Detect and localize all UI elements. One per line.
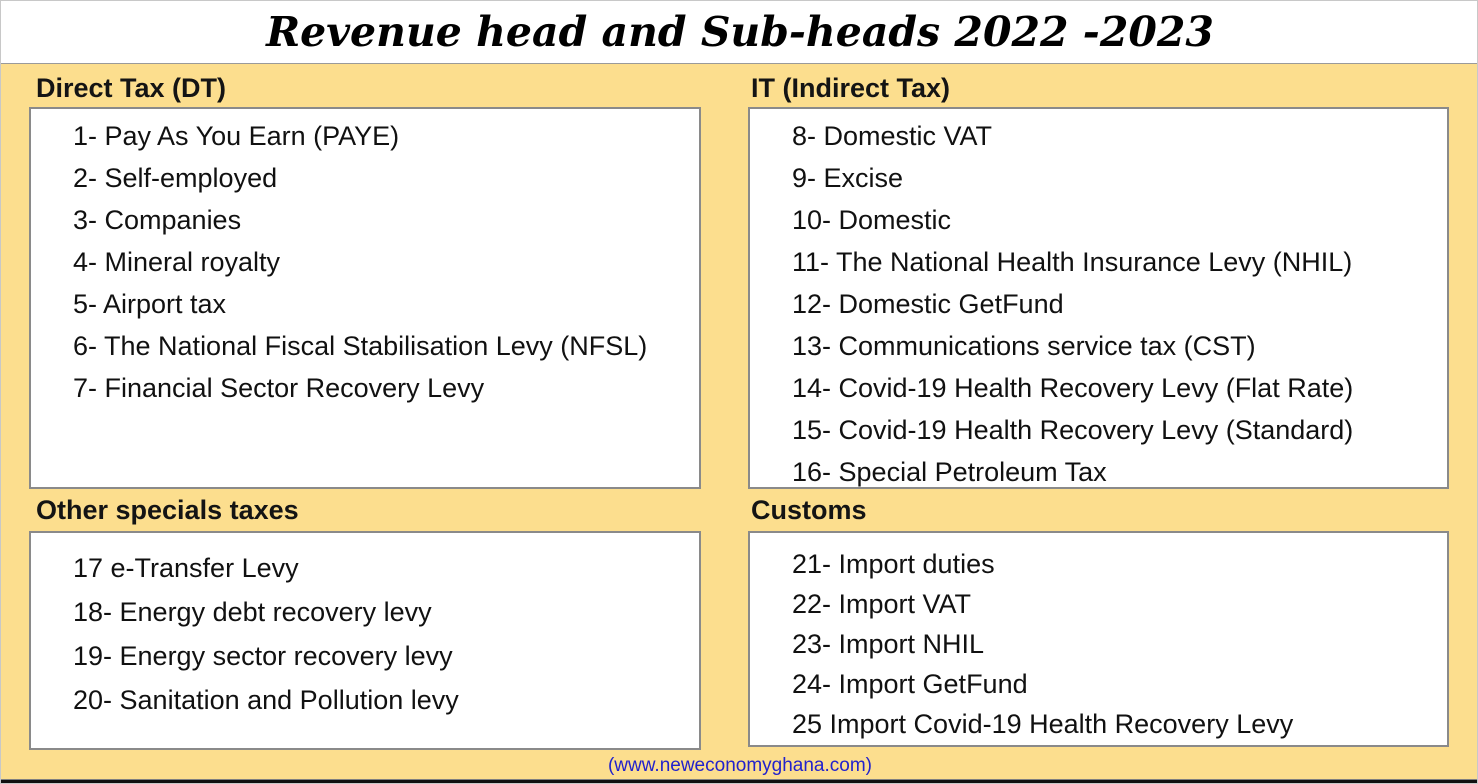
list-item: 13- Communications service tax (CST)	[792, 331, 1256, 361]
section-heading-customs: Customs	[751, 495, 867, 525]
list-item: 25 Import Covid-19 Health Recovery Levy	[792, 709, 1294, 739]
title-band: Revenue head and Sub-heads 2022 -2023	[1, 1, 1477, 63]
footer: (www.neweconomyghana.com)	[1, 755, 1477, 777]
list-item: 17 e-Transfer Levy	[73, 553, 299, 583]
list-item: 3- Companies	[73, 205, 242, 235]
list-item: 16- Special Petroleum Tax	[792, 457, 1107, 487]
list-item: 22- Import VAT	[792, 589, 972, 619]
other-special-taxes-list: 17 e-Transfer Levy 18- Energy debt recov…	[31, 533, 699, 722]
indirect-tax-list: 8- Domestic VAT 9- Excise 10- Domestic 1…	[750, 109, 1447, 493]
list-item: 4- Mineral royalty	[73, 247, 281, 277]
list-item: 2- Self-employed	[73, 163, 278, 193]
page-title: Revenue head and Sub-heads 2022 -2023	[266, 8, 1214, 56]
list-item: 10- Domestic	[792, 205, 952, 235]
list-item: 1- Pay As You Earn (PAYE)	[73, 121, 400, 151]
bottom-bar	[1, 779, 1477, 783]
list-item: 21- Import duties	[792, 549, 995, 579]
list-item: 15- Covid-19 Health Recovery Levy (Stand…	[792, 415, 1354, 445]
list-item: 5- Airport tax	[73, 289, 227, 319]
customs-box: 21- Import duties 22- Import VAT 23- Imp…	[748, 531, 1449, 747]
indirect-tax-box: 8- Domestic VAT 9- Excise 10- Domestic 1…	[748, 107, 1449, 489]
list-item: 23- Import NHIL	[792, 629, 985, 659]
list-item: 7- Financial Sector Recovery Levy	[73, 373, 485, 403]
content-area: Direct Tax (DT) IT (Indirect Tax) 1- Pay…	[1, 63, 1477, 780]
section-heading-other-special-taxes: Other specials taxes	[36, 495, 299, 525]
list-item: 18- Energy debt recovery levy	[73, 597, 432, 627]
section-heading-direct-tax: Direct Tax (DT)	[36, 73, 227, 103]
section-heading-indirect-tax: IT (Indirect Tax)	[751, 73, 951, 103]
website-link[interactable]: (www.neweconomyghana.com)	[607, 755, 872, 776]
customs-list: 21- Import duties 22- Import VAT 23- Imp…	[750, 533, 1447, 744]
list-item: 14- Covid-19 Health Recovery Levy (Flat …	[792, 373, 1354, 403]
list-item: 8- Domestic VAT	[792, 121, 993, 151]
list-item: 12- Domestic GetFund	[792, 289, 1064, 319]
list-item: 9- Excise	[792, 163, 904, 193]
list-item: 11- The National Health Insurance Levy (…	[792, 247, 1353, 277]
list-item: 6- The National Fiscal Stabilisation Lev…	[73, 331, 648, 361]
direct-tax-box: 1- Pay As You Earn (PAYE) 2- Self-employ…	[29, 107, 701, 489]
list-item: 24- Import GetFund	[792, 669, 1028, 699]
other-special-taxes-box: 17 e-Transfer Levy 18- Energy debt recov…	[29, 531, 701, 750]
direct-tax-list: 1- Pay As You Earn (PAYE) 2- Self-employ…	[31, 109, 699, 409]
list-item: 19- Energy sector recovery levy	[73, 641, 453, 671]
list-item: 20- Sanitation and Pollution levy	[73, 685, 459, 715]
